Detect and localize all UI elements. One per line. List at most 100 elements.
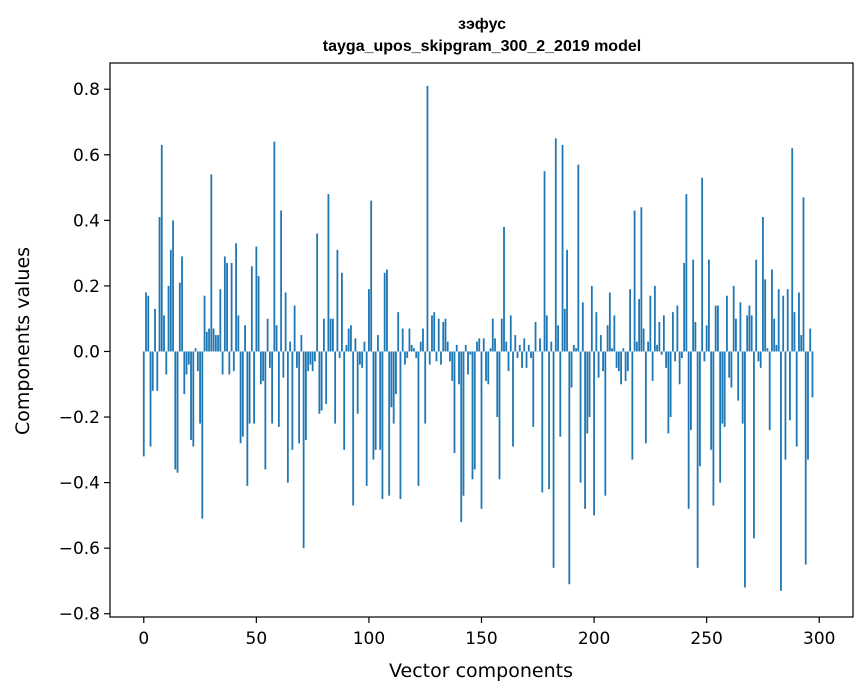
bar (210, 174, 213, 352)
y-tick-label: −0.6 (59, 539, 100, 559)
bar (471, 351, 474, 480)
bar (374, 351, 377, 450)
y-tick-label: −0.2 (59, 408, 100, 428)
bar (156, 351, 159, 391)
bar (584, 351, 586, 509)
bar (631, 351, 634, 460)
bar (687, 351, 690, 509)
bar (293, 305, 296, 352)
bar (545, 315, 548, 352)
bar (554, 138, 557, 352)
bar (482, 338, 485, 352)
bar (347, 328, 350, 352)
bar (226, 262, 228, 352)
bar (313, 351, 316, 362)
bar (651, 351, 654, 381)
bar (343, 351, 346, 450)
bar (599, 335, 602, 352)
bar (431, 315, 433, 352)
bar (683, 262, 686, 352)
bar (658, 321, 661, 352)
bar (595, 312, 598, 352)
bar (221, 351, 224, 375)
x-tick-label: 300 (803, 629, 835, 649)
bar (507, 351, 510, 372)
bar (250, 266, 253, 352)
bar (352, 351, 355, 506)
bar (764, 279, 767, 352)
y-tick-label: 0.4 (73, 211, 100, 231)
chart-title: зэфус (458, 16, 506, 33)
bar (262, 351, 264, 381)
bar (491, 318, 494, 352)
bar (158, 217, 161, 352)
bar (608, 292, 611, 352)
bar (726, 295, 728, 352)
bar (151, 351, 154, 391)
bar (208, 328, 210, 352)
bar (392, 351, 395, 424)
bar (399, 351, 402, 499)
bar (593, 351, 595, 516)
bar (782, 295, 785, 352)
bar (318, 351, 321, 414)
bar (570, 351, 573, 388)
bar (575, 348, 577, 352)
bar (406, 351, 409, 359)
bar (341, 272, 343, 352)
bar (149, 351, 152, 447)
bar (419, 341, 422, 352)
bar (588, 351, 591, 418)
bar (498, 351, 501, 480)
bar (435, 351, 438, 362)
bar (381, 351, 384, 499)
bar (581, 302, 584, 352)
x-tick-label: 50 (246, 629, 268, 649)
bar (719, 351, 722, 483)
bar (422, 328, 424, 352)
bar (572, 344, 575, 352)
bar (476, 341, 478, 352)
bar (449, 351, 451, 362)
bar (561, 144, 564, 352)
bar (284, 292, 287, 352)
bar (489, 348, 492, 352)
bar (142, 351, 145, 457)
bar (647, 341, 650, 352)
bar (750, 315, 753, 352)
bar (512, 351, 514, 447)
bar (732, 285, 735, 352)
bar (451, 351, 454, 381)
bar (615, 351, 618, 368)
bar (692, 259, 695, 352)
bar (735, 318, 737, 352)
bar (786, 289, 789, 352)
bar (237, 315, 240, 352)
bar (737, 351, 740, 401)
bar (602, 351, 604, 372)
bar (766, 348, 769, 352)
bar (708, 259, 710, 352)
bar (753, 351, 755, 539)
bar (509, 315, 512, 352)
bar (633, 210, 636, 352)
bar (798, 292, 800, 352)
bar (147, 295, 150, 352)
bar (804, 351, 807, 565)
bar (464, 344, 467, 352)
bar (550, 341, 553, 352)
bar (467, 351, 469, 375)
bar (244, 325, 246, 352)
bar (496, 351, 499, 418)
bar (181, 256, 183, 352)
bar (307, 351, 310, 372)
bar (701, 177, 704, 352)
bar (404, 351, 406, 365)
bar (453, 351, 456, 454)
bar (311, 351, 314, 372)
bar (282, 351, 285, 378)
bar (217, 335, 219, 352)
bar (345, 344, 348, 352)
bar (196, 351, 199, 372)
